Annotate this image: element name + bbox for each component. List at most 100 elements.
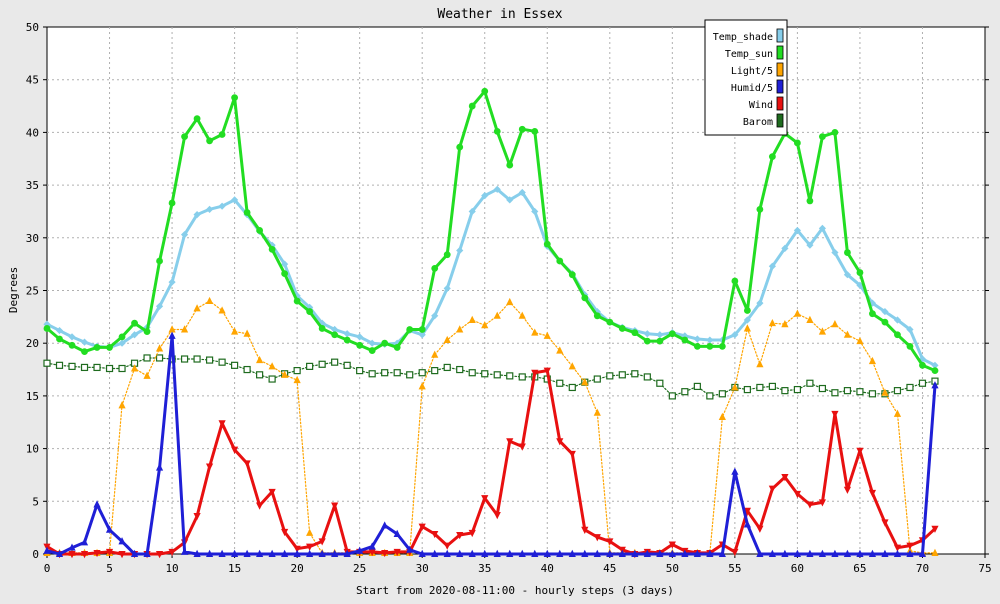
- data-point-wind: [518, 443, 526, 451]
- axes: 0 5 10 15 20 25 30 35 40 45 50 0 5 10 15 20 25 30 35 40 45 50…: [26, 21, 992, 575]
- data-point-barom: [618, 371, 626, 379]
- data-point-temp-sun: [731, 277, 739, 285]
- data-point-light-5: [756, 360, 764, 368]
- data-point-wind: [456, 532, 464, 540]
- data-point-temp-sun: [506, 161, 514, 169]
- data-point-humid-5: [468, 549, 476, 557]
- data-point-temp-shade: [893, 316, 902, 324]
- data-point-wind: [443, 542, 451, 550]
- data-point-humid-5: [706, 549, 714, 557]
- data-point-wind: [331, 502, 339, 510]
- data-point-wind: [668, 541, 676, 549]
- data-point-barom: [155, 354, 164, 362]
- data-point-temp-shade: [706, 336, 714, 344]
- data-point-humid-5: [506, 549, 514, 557]
- data-point-temp-shade: [218, 202, 226, 210]
- data-point-temp-shade: [55, 326, 64, 335]
- legend-swatch-temp-shade: [776, 28, 784, 43]
- data-point-light-5: [481, 321, 489, 329]
- data-point-barom: [243, 365, 251, 374]
- legend-label-humid-5: Humid/5: [731, 83, 773, 94]
- data-point-wind: [531, 369, 539, 377]
- data-point-humid-5: [218, 549, 226, 557]
- data-point-humid-5: [931, 381, 939, 389]
- data-point-wind: [906, 542, 914, 550]
- series-line-light-5: [46, 300, 936, 554]
- data-point-humid-5: [806, 549, 814, 557]
- data-point-light-5: [431, 350, 439, 358]
- data-point-temp-shade: [481, 192, 489, 200]
- data-point-barom: [406, 371, 414, 379]
- data-point-barom: [843, 387, 852, 395]
- data-point-temp-sun: [193, 115, 201, 123]
- data-point-light-5: [218, 306, 226, 314]
- data-point-wind: [155, 551, 164, 559]
- data-point-barom: [68, 362, 76, 370]
- data-point-light-5: [443, 335, 451, 344]
- data-point-humid-5: [343, 549, 351, 557]
- data-point-temp-sun: [431, 264, 439, 272]
- data-point-barom: [643, 373, 651, 381]
- data-point-temp-shade: [168, 278, 176, 286]
- data-point-temp-sun: [894, 331, 901, 339]
- data-point-barom: [456, 365, 464, 374]
- data-point-light-5: [593, 408, 601, 416]
- data-point-humid-5: [831, 549, 839, 557]
- data-point-light-5: [718, 412, 726, 420]
- legend-label-temp-sun: Temp_sun: [725, 49, 773, 60]
- x-tick-label: 60: [791, 562, 804, 575]
- data-point-temp-sun: [643, 337, 651, 345]
- data-point-temp-shade: [205, 205, 214, 213]
- data-point-temp-sun: [656, 337, 664, 345]
- data-point-barom: [306, 362, 314, 370]
- legend-swatch-light-5: [776, 62, 784, 77]
- x-tick-label: 40: [541, 562, 554, 575]
- legend-label-barom: Barom: [743, 117, 773, 128]
- data-point-temp-shade: [831, 248, 839, 257]
- legend-label-temp-shade: Temp_shade: [713, 32, 773, 43]
- data-point-temp-sun: [768, 153, 776, 161]
- data-point-humid-5: [756, 549, 764, 557]
- data-point-wind: [281, 528, 289, 537]
- data-point-temp-shade: [531, 207, 539, 216]
- data-point-humid-5: [781, 549, 789, 557]
- data-point-temp-sun: [856, 269, 864, 276]
- x-tick-label: 5: [106, 562, 113, 575]
- data-point-barom: [393, 369, 401, 377]
- data-point-light-5: [418, 382, 426, 390]
- data-point-barom: [681, 388, 689, 396]
- data-point-light-5: [793, 309, 801, 317]
- data-point-wind: [768, 485, 776, 493]
- data-point-temp-sun: [806, 197, 814, 205]
- data-point-temp-shade: [806, 241, 814, 249]
- data-point-humid-5: [55, 549, 64, 557]
- data-point-temp-sun: [68, 341, 76, 349]
- data-point-humid-5: [155, 463, 164, 471]
- data-point-wind: [306, 543, 314, 551]
- data-point-humid-5: [493, 549, 501, 557]
- data-point-barom: [518, 373, 526, 381]
- data-point-humid-5: [381, 521, 389, 529]
- data-point-temp-sun: [456, 143, 464, 151]
- data-point-barom: [418, 369, 426, 377]
- data-point-temp-sun: [543, 240, 551, 248]
- data-point-humid-5: [168, 331, 176, 339]
- data-point-temp-sun: [819, 133, 826, 141]
- data-point-barom: [756, 383, 764, 392]
- data-point-light-5: [568, 362, 576, 370]
- data-point-wind: [556, 438, 564, 446]
- data-point-temp-sun: [881, 318, 889, 326]
- data-point-temp-shade: [518, 188, 526, 197]
- data-point-barom: [80, 363, 89, 372]
- data-point-temp-sun: [243, 209, 251, 216]
- x-tick-label: 30: [416, 562, 429, 575]
- data-point-wind: [468, 529, 476, 538]
- data-point-wind: [293, 545, 301, 553]
- data-point-wind: [231, 446, 239, 454]
- data-point-barom: [568, 383, 576, 392]
- data-point-light-5: [468, 315, 476, 324]
- data-point-humid-5: [731, 467, 739, 475]
- data-point-temp-sun: [381, 339, 389, 347]
- data-point-wind: [856, 447, 864, 455]
